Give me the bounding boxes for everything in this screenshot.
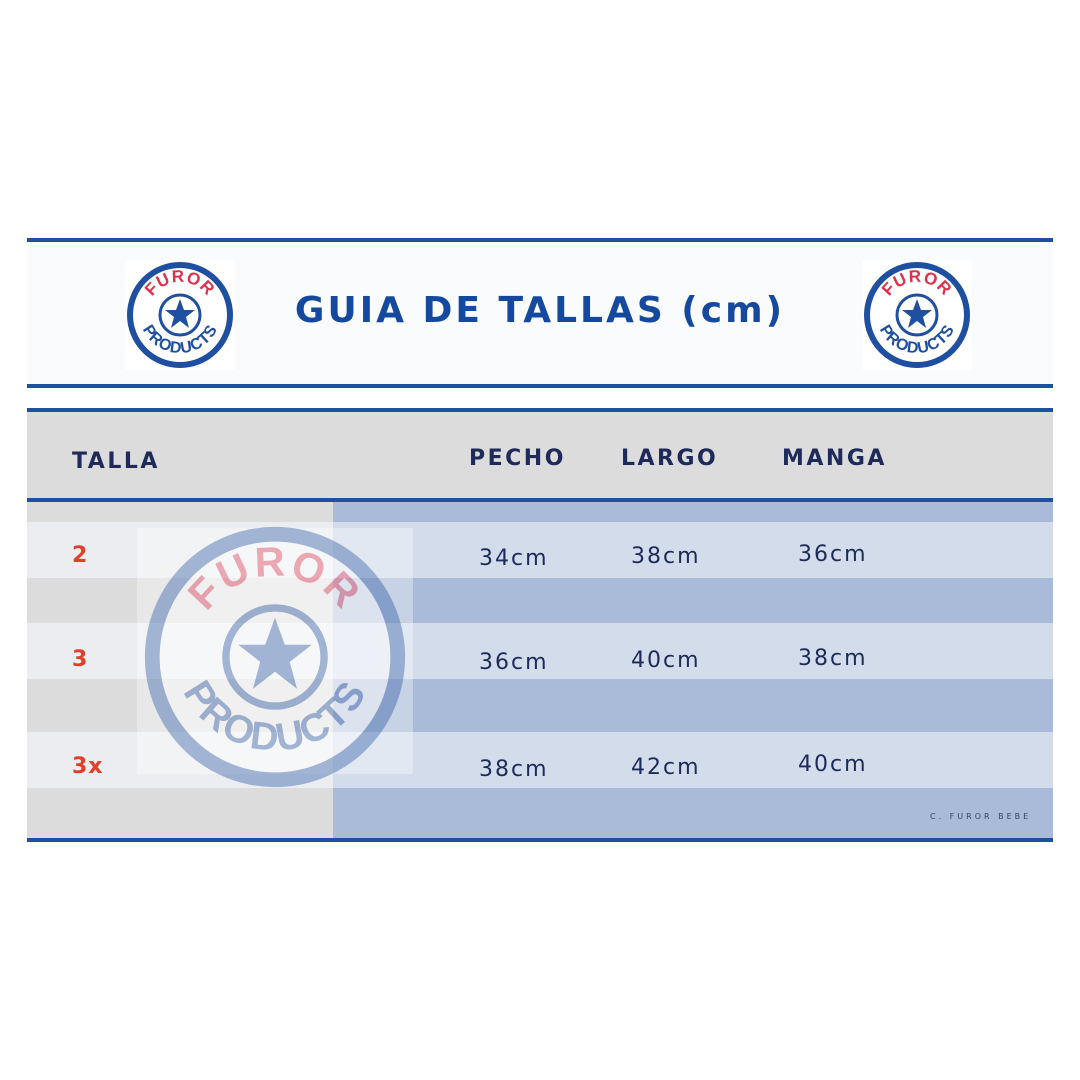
top-divider [27,238,1053,242]
title-divider [27,384,1053,388]
largo-value: 42cm [631,755,701,780]
manga-value: 36cm [798,542,868,567]
column-header-pecho: PECHO [469,446,566,471]
furor-logo-left [125,260,235,370]
header-top-divider [27,408,1053,412]
largo-value: 38cm [631,544,701,569]
column-header-largo: LARGO [621,446,719,471]
credit-text: C. FUROR BEBE [930,812,1032,821]
manga-value: 40cm [798,752,868,777]
pecho-value: 36cm [479,650,549,675]
furor-watermark-logo [140,522,410,792]
size-label: 3x [72,754,104,779]
table-bottom-divider [27,838,1053,842]
page-title: GUIA DE TALLAS (cm) [294,290,786,331]
largo-value: 40cm [631,648,701,673]
header-bottom-divider [27,498,1053,502]
size-label: 2 [72,543,89,568]
table-header [27,412,1053,498]
column-header-talla: TALLA [72,449,160,474]
column-header-manga: MANGA [782,446,887,471]
furor-logo-right [862,260,972,370]
pecho-value: 38cm [479,757,549,782]
pecho-value: 34cm [479,546,549,571]
manga-value: 38cm [798,646,868,671]
size-label: 3 [72,647,89,672]
